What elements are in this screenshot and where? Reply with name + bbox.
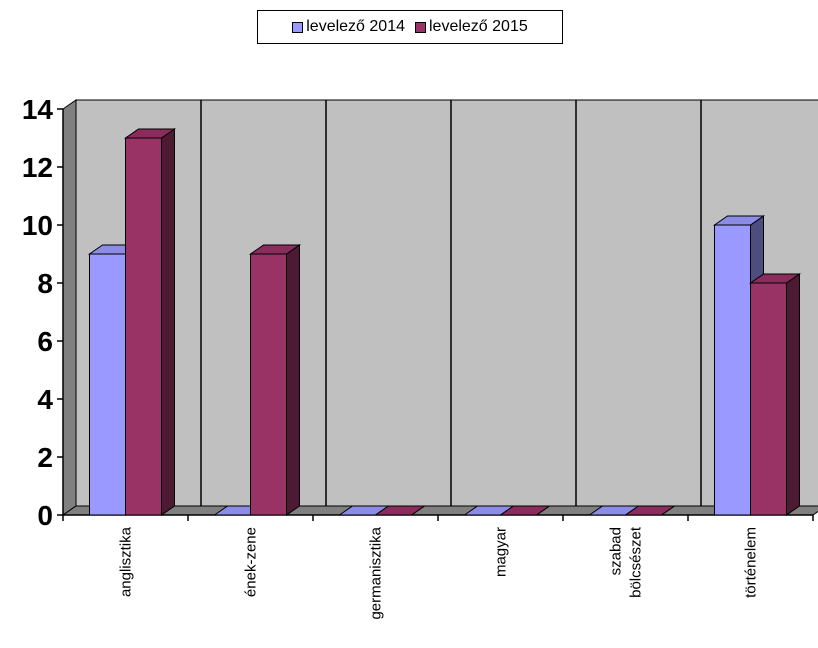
bar-2015-top xyxy=(623,505,677,516)
bar-2014 xyxy=(89,253,126,516)
bar-2015 xyxy=(125,137,162,516)
x-tick-label: bölcsészet xyxy=(628,526,645,598)
y-tick-label: 10 xyxy=(22,210,53,241)
x-tick-label: anglisztika xyxy=(118,526,135,597)
y-tick-label: 14 xyxy=(22,94,54,125)
x-tick-label: germanisztika xyxy=(368,526,385,619)
y-tick-label: 0 xyxy=(37,500,53,531)
bar-2015 xyxy=(250,253,287,516)
x-tick-label: történelem xyxy=(743,527,760,598)
bar-2014 xyxy=(714,224,751,516)
plot-side-wall xyxy=(62,99,77,516)
legend-swatch-2014 xyxy=(292,21,304,33)
y-tick-label: 6 xyxy=(37,326,53,357)
x-tick-label: ének-zene xyxy=(243,527,260,597)
plot-floor xyxy=(61,505,818,516)
y-tick-label: 8 xyxy=(37,268,53,299)
bar-2015-side xyxy=(786,273,800,516)
bar-2015-top xyxy=(373,505,427,516)
legend-swatch-2015 xyxy=(415,21,426,33)
bar-2015 xyxy=(750,282,787,516)
legend-item-2015: levelező 2015 xyxy=(415,18,528,36)
y-tick-label: 2 xyxy=(37,442,53,473)
x-tick-label: magyar xyxy=(493,527,510,577)
legend-item-2014: levelező 2014 xyxy=(292,18,405,36)
bar-2015-side xyxy=(286,244,300,516)
bar-2015-side xyxy=(161,128,175,516)
legend: levelező 2014 levelező 2015 xyxy=(257,10,563,44)
legend-label-2014: levelező 2014 xyxy=(306,18,405,35)
y-tick-label: 12 xyxy=(22,152,53,183)
legend-label-2015: levelező 2015 xyxy=(429,18,528,35)
y-tick-label: 4 xyxy=(37,384,53,415)
x-tick-label: szabad xyxy=(608,527,625,575)
bar-2015-top xyxy=(498,505,552,516)
plot-back-wall xyxy=(75,99,818,507)
